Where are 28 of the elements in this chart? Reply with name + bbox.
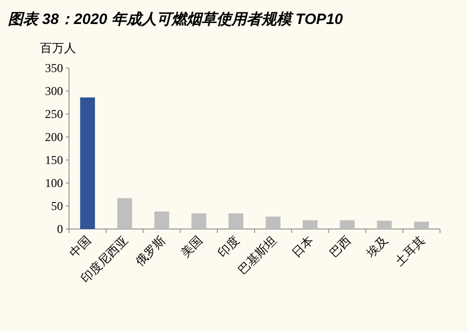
y-tick-label: 350 — [45, 61, 63, 75]
bar — [191, 213, 206, 229]
y-tick-label: 150 — [45, 153, 63, 167]
x-tick-label: 巴西 — [326, 233, 354, 260]
y-tick-label: 0 — [57, 222, 63, 236]
y-tick-label: 300 — [45, 84, 63, 98]
y-tick-label: 50 — [51, 199, 63, 213]
bar — [154, 212, 170, 229]
bar — [302, 220, 318, 229]
y-tick-label: 250 — [45, 107, 63, 121]
y-tick-label: 100 — [45, 176, 63, 190]
bar — [228, 213, 244, 229]
chart-title: 图表 38：2020 年成人可燃烟草使用者规模 TOP10 — [8, 11, 344, 28]
bar — [414, 222, 429, 229]
x-tick-label: 印度 — [215, 233, 242, 260]
x-tick-label: 土耳其 — [392, 233, 428, 269]
bar — [376, 220, 392, 229]
x-tick-label: 美国 — [178, 233, 205, 260]
x-tick-label: 日本 — [289, 233, 316, 260]
bar — [340, 220, 355, 229]
bar — [266, 216, 280, 229]
y-tick-label: 200 — [45, 130, 63, 144]
x-tick-label: 埃及 — [362, 233, 390, 261]
bar — [117, 198, 132, 229]
y-axis-title: 百万人 — [40, 41, 76, 55]
bar — [80, 97, 95, 229]
x-tick-label: 俄罗斯 — [132, 233, 168, 269]
x-tick-label: 中国 — [66, 233, 94, 260]
